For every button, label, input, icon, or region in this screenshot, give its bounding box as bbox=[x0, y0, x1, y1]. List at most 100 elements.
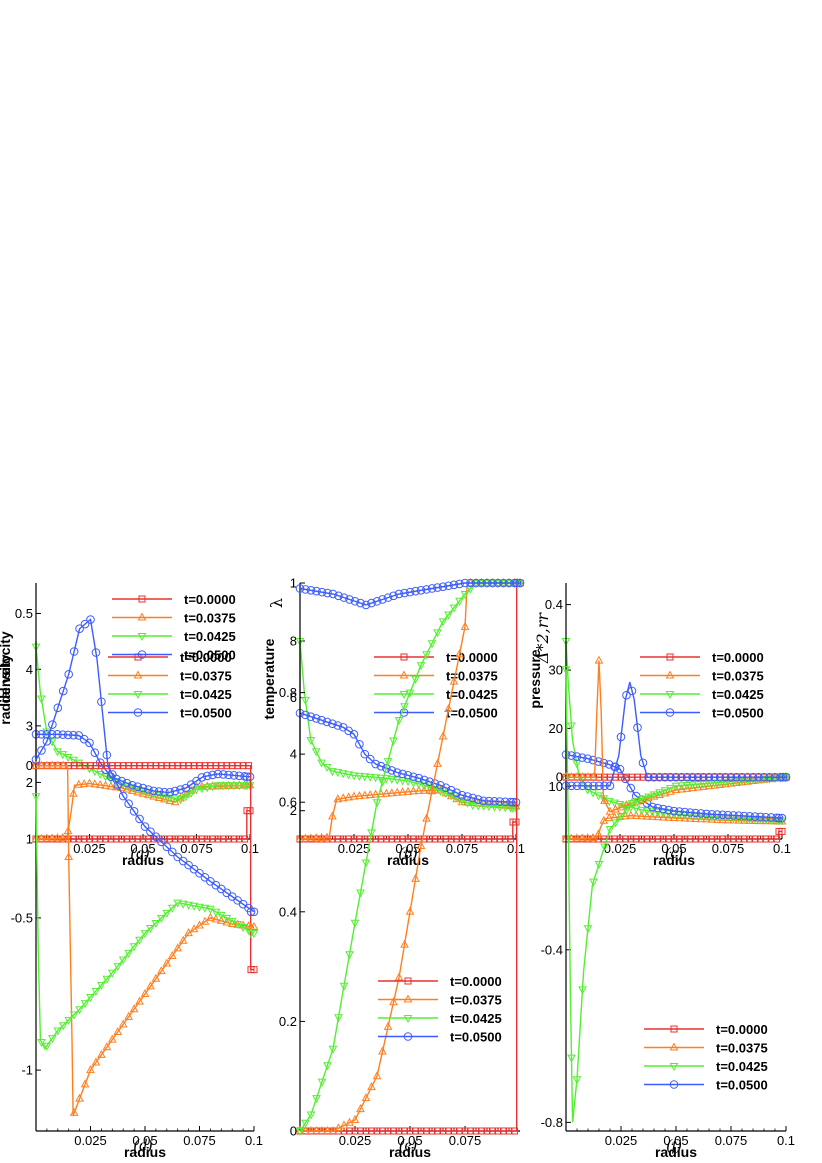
data-point bbox=[419, 775, 429, 785]
data-point bbox=[664, 812, 673, 821]
x-tick-label: 0.025 bbox=[73, 841, 106, 856]
data-point bbox=[378, 1046, 387, 1055]
x-tick-label: 0.05 bbox=[132, 1133, 157, 1148]
data-point bbox=[666, 786, 675, 795]
legend-item: t=0.0425 bbox=[108, 687, 232, 702]
data-point bbox=[69, 788, 78, 797]
legend-label: t=0.0425 bbox=[716, 1059, 768, 1074]
data-point bbox=[87, 762, 94, 770]
legend-item: t=0.0375 bbox=[640, 669, 764, 684]
data-point bbox=[80, 835, 88, 843]
data-point bbox=[317, 759, 326, 768]
data-point bbox=[383, 1021, 393, 1030]
data-point bbox=[86, 835, 93, 843]
data-point bbox=[64, 1016, 74, 1025]
data-point bbox=[53, 1027, 63, 1036]
data-point bbox=[403, 778, 413, 787]
y-tick-label: 0.4 bbox=[279, 904, 297, 919]
data-point bbox=[122, 784, 132, 793]
data-point bbox=[90, 779, 100, 788]
y-axis-label: density bbox=[0, 654, 13, 703]
data-point bbox=[685, 808, 695, 817]
data-point bbox=[102, 750, 112, 760]
data-point bbox=[655, 772, 664, 782]
data-point bbox=[185, 762, 193, 770]
data-point bbox=[345, 835, 353, 843]
data-point bbox=[452, 788, 461, 797]
data-point bbox=[511, 1127, 518, 1135]
data-point bbox=[372, 799, 382, 808]
data-point bbox=[162, 958, 172, 967]
panel-caption: (a) bbox=[131, 845, 150, 862]
data-point bbox=[696, 814, 706, 823]
data-point bbox=[218, 770, 228, 779]
data-point bbox=[671, 782, 681, 791]
data-point bbox=[680, 807, 690, 817]
data-point bbox=[365, 773, 375, 782]
panel-caption: (d) bbox=[134, 1137, 153, 1154]
data-point bbox=[79, 779, 89, 788]
data-point bbox=[350, 835, 358, 843]
data-point bbox=[134, 835, 142, 843]
x-axis-label: radius bbox=[389, 1144, 431, 1160]
data-point bbox=[723, 810, 733, 820]
data-point bbox=[583, 772, 593, 781]
data-point bbox=[165, 795, 175, 804]
data-point bbox=[58, 1022, 68, 1031]
data-point bbox=[453, 835, 461, 843]
data-point bbox=[638, 835, 646, 843]
data-point bbox=[433, 758, 442, 767]
legend-marker bbox=[400, 653, 408, 661]
data-point bbox=[107, 1034, 117, 1043]
data-point bbox=[168, 762, 176, 770]
data-point bbox=[165, 794, 175, 803]
data-point bbox=[124, 949, 133, 958]
data-point bbox=[659, 835, 667, 843]
data-point bbox=[37, 746, 46, 755]
data-point bbox=[383, 593, 393, 602]
data-point bbox=[345, 951, 354, 960]
data-point bbox=[378, 595, 387, 604]
data-point bbox=[75, 624, 84, 633]
data-point bbox=[91, 987, 101, 997]
data-point bbox=[621, 835, 629, 843]
data-point bbox=[151, 832, 161, 842]
data-point bbox=[91, 648, 101, 657]
y-tick-label: -1 bbox=[21, 1063, 33, 1078]
data-point bbox=[599, 758, 609, 768]
data-point bbox=[702, 814, 711, 823]
legend-marker bbox=[403, 1032, 413, 1041]
data-point bbox=[58, 730, 68, 739]
data-point bbox=[394, 589, 404, 599]
legend-item: t=0.0500 bbox=[374, 706, 498, 721]
data-point bbox=[718, 815, 727, 824]
data-point bbox=[295, 1125, 305, 1134]
data-point bbox=[229, 771, 239, 780]
legend-item: t=0.0000 bbox=[112, 592, 236, 607]
data-point bbox=[642, 811, 652, 820]
series-line bbox=[300, 821, 516, 840]
data-point bbox=[710, 779, 719, 788]
data-point bbox=[37, 833, 46, 842]
data-point bbox=[140, 930, 150, 939]
legend-marker bbox=[670, 1025, 678, 1033]
series-line bbox=[299, 789, 517, 840]
data-point bbox=[306, 737, 316, 746]
data-point bbox=[323, 1125, 332, 1134]
y-tick-label: 30 bbox=[549, 663, 563, 678]
data-point bbox=[427, 640, 437, 649]
data-point bbox=[477, 578, 486, 588]
data-point bbox=[47, 730, 57, 739]
data-point bbox=[411, 586, 420, 596]
x-tick-label: 0.025 bbox=[74, 1133, 107, 1148]
data-point bbox=[648, 808, 657, 817]
panel-f: 0.025 0.05 0.075 0.1 -0.8 -0.4 0 0.4 radius Δ*2,r… bbox=[533, 583, 795, 1160]
legend-item: t=0.0375 bbox=[644, 1041, 768, 1056]
data-point bbox=[718, 810, 727, 820]
data-point bbox=[209, 835, 217, 843]
data-point bbox=[702, 835, 710, 843]
x-tick-label: 0.1 bbox=[773, 841, 791, 856]
data-point bbox=[653, 803, 663, 813]
data-point bbox=[416, 840, 426, 850]
data-point bbox=[572, 772, 582, 781]
